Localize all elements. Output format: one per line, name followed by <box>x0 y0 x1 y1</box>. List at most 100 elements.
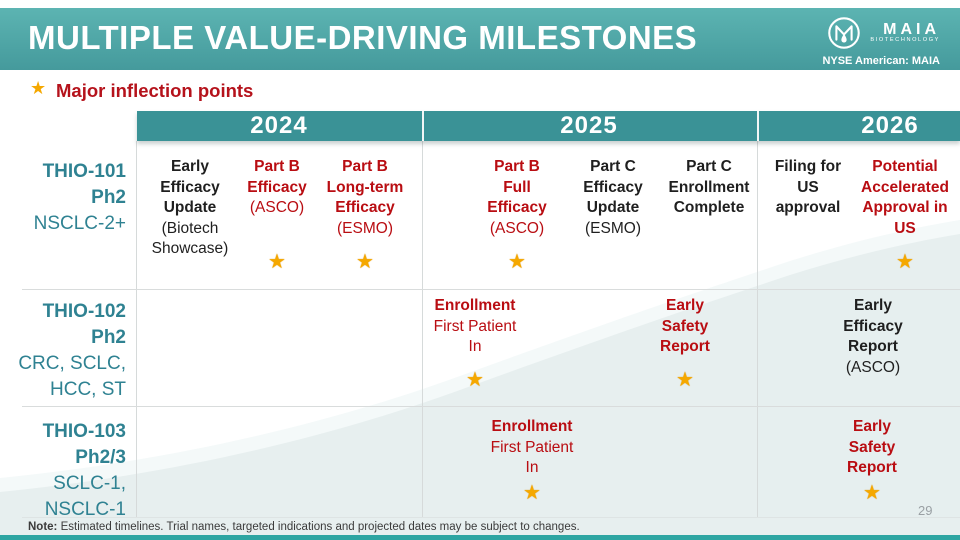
bottom-accent-bar <box>0 535 960 540</box>
milestone-title-line: Update <box>163 199 217 216</box>
trial-indication-line: CRC, SCLC, <box>18 353 126 374</box>
milestone: Early Safety Report <box>806 417 938 479</box>
milestone-title-line: Enrollment <box>491 418 573 435</box>
milestone-title-line: Report <box>660 338 710 355</box>
milestone: Part B Long-term Efficacy (ESMO) <box>299 157 431 239</box>
milestone-title-line: Early <box>666 297 704 314</box>
milestone-star-icon: ★ <box>896 251 914 273</box>
logo-name: MAIA <box>883 21 940 38</box>
footnote: Note: Estimated timelines. Trial names, … <box>28 521 580 533</box>
milestone-title-line: Safety <box>848 438 896 456</box>
milestone-detail-line: First Patient <box>433 317 517 335</box>
milestone-title-line: Part B <box>254 158 300 175</box>
trial-name-line: Ph2 <box>91 187 126 208</box>
milestone: Early Efficacy Report (ASCO) <box>807 296 939 378</box>
footnote-label: Note: <box>28 521 58 533</box>
milestone-detail-line: In <box>468 338 482 355</box>
milestone: Filing for US approval <box>742 157 874 219</box>
maia-logo-icon <box>828 17 861 49</box>
milestone-title-line: Potential <box>872 158 938 175</box>
milestone-title-line: approval <box>775 199 841 216</box>
grid-vline-2025 <box>422 141 423 517</box>
year-2024: 2024 <box>250 112 308 139</box>
milestone-title-line: Full <box>503 178 531 196</box>
brand-block: MAIA BIOTECHNOLOGY NYSE American: MAIA <box>810 14 940 67</box>
milestone-title-line: Efficacy <box>487 199 547 216</box>
milestone-title-line: Efficacy <box>247 178 307 196</box>
milestone-detail-line: Showcase) <box>151 240 229 257</box>
trial-indication-line: HCC, ST <box>50 379 126 400</box>
milestone-title-line: Early <box>853 418 891 435</box>
trial-label: THIO-103 Ph2/3 SCLC-1, NSCLC-1 <box>0 419 126 523</box>
trial-row-thio-102: THIO-102 Ph2 CRC, SCLC, HCC, ST Enrollment Fi… <box>0 289 960 406</box>
milestone: Part B Efficacy (ASCO) <box>211 157 343 219</box>
grid-hline-row1 <box>22 289 960 290</box>
page-number: 29 <box>918 503 933 518</box>
milestone-detail-line: In <box>525 459 539 476</box>
milestone: Potential Accelerated Approval in US <box>839 157 960 239</box>
logo-subtitle: BIOTECHNOLOGY <box>870 37 940 43</box>
ticker-label: NYSE American: MAIA <box>822 55 940 67</box>
milestone-title-line: Update <box>586 199 640 216</box>
milestone-title-line: Enrollment <box>668 178 750 196</box>
milestone: Enrollment First Patient In <box>409 296 541 358</box>
trial-label: THIO-101 Ph2 NSCLC-2+ <box>0 159 126 237</box>
year-2025: 2025 <box>560 112 618 139</box>
slide-title: MULTIPLE VALUE-DRIVING MILESTONES <box>28 19 698 56</box>
milestone-title-line: Part B <box>342 158 388 175</box>
milestone-detail-line: (ASCO) <box>249 199 305 216</box>
milestone-title-line: Efficacy <box>843 317 903 335</box>
year-divider <box>422 111 424 141</box>
grid-hline-row2 <box>22 406 960 407</box>
milestone-star-icon: ★ <box>523 482 541 504</box>
milestone-title-line: US <box>894 219 916 237</box>
milestone-detail-line: (ASCO) <box>845 358 901 376</box>
milestone-title-line: Report <box>847 459 897 476</box>
milestone-title-line: Early <box>854 297 892 314</box>
trial-name-line: THIO-102 <box>42 301 126 322</box>
trial-name-line: THIO-103 <box>42 421 126 442</box>
milestone-title-line: Report <box>848 338 898 355</box>
milestone-title-line: Approval in <box>862 199 948 216</box>
milestone-title-line: Efficacy <box>335 199 395 216</box>
year-2026: 2026 <box>861 112 919 139</box>
grid-hline-bottom <box>22 517 960 518</box>
milestone: Part B Full Efficacy (ASCO) <box>451 157 583 239</box>
milestone-title-line: Safety <box>661 317 709 335</box>
milestone-detail-line: (ESMO) <box>585 219 641 237</box>
milestone-title-line: Early <box>171 158 209 175</box>
milestone-title-line: Efficacy <box>583 178 643 196</box>
trial-label: THIO-102 Ph2 CRC, SCLC, HCC, ST <box>0 299 126 403</box>
milestone: Early Safety Report <box>619 296 751 358</box>
milestone-title-line: Enrollment <box>434 297 516 314</box>
milestone: Part C Efficacy Update (ESMO) <box>547 157 679 239</box>
grid-vline-labels <box>136 141 137 517</box>
milestone-title-line: Part C <box>590 158 636 175</box>
trial-indication-line: NSCLC-1 <box>44 499 126 520</box>
milestone-star-icon: ★ <box>508 251 526 273</box>
milestone-title-line: Part B <box>494 158 540 175</box>
milestone: Early Efficacy Update (Biotech Showcase) <box>124 157 256 260</box>
milestone-title-line: Efficacy <box>160 178 220 196</box>
legend-star-icon: ★ <box>30 78 47 98</box>
trial-name-line: THIO-101 <box>42 161 126 182</box>
legend-label: Major inflection points <box>56 80 254 101</box>
milestone-title-line: US <box>797 178 819 196</box>
trial-indication-line: SCLC-1, <box>53 473 126 494</box>
trial-row-thio-103: THIO-103 Ph2/3 SCLC-1, NSCLC-1 Enrollment Fir… <box>0 406 960 520</box>
milestone-star-icon: ★ <box>466 369 484 391</box>
grid-vline-2026 <box>757 141 758 517</box>
trial-name-line: Ph2/3 <box>75 447 126 468</box>
milestone: Enrollment First Patient In <box>466 417 598 479</box>
trial-indication-line: NSCLC-2+ <box>33 213 126 234</box>
year-header-bar: 2024 2025 2026 <box>137 111 960 141</box>
milestone-star-icon: ★ <box>676 369 694 391</box>
milestone-title-line: Part C <box>686 158 732 175</box>
milestone-star-icon: ★ <box>863 482 881 504</box>
milestone-title-line: Long-term <box>326 178 404 196</box>
trial-name-line: Ph2 <box>91 327 126 348</box>
milestone-detail-line: (ASCO) <box>489 219 545 237</box>
year-divider <box>757 111 759 141</box>
